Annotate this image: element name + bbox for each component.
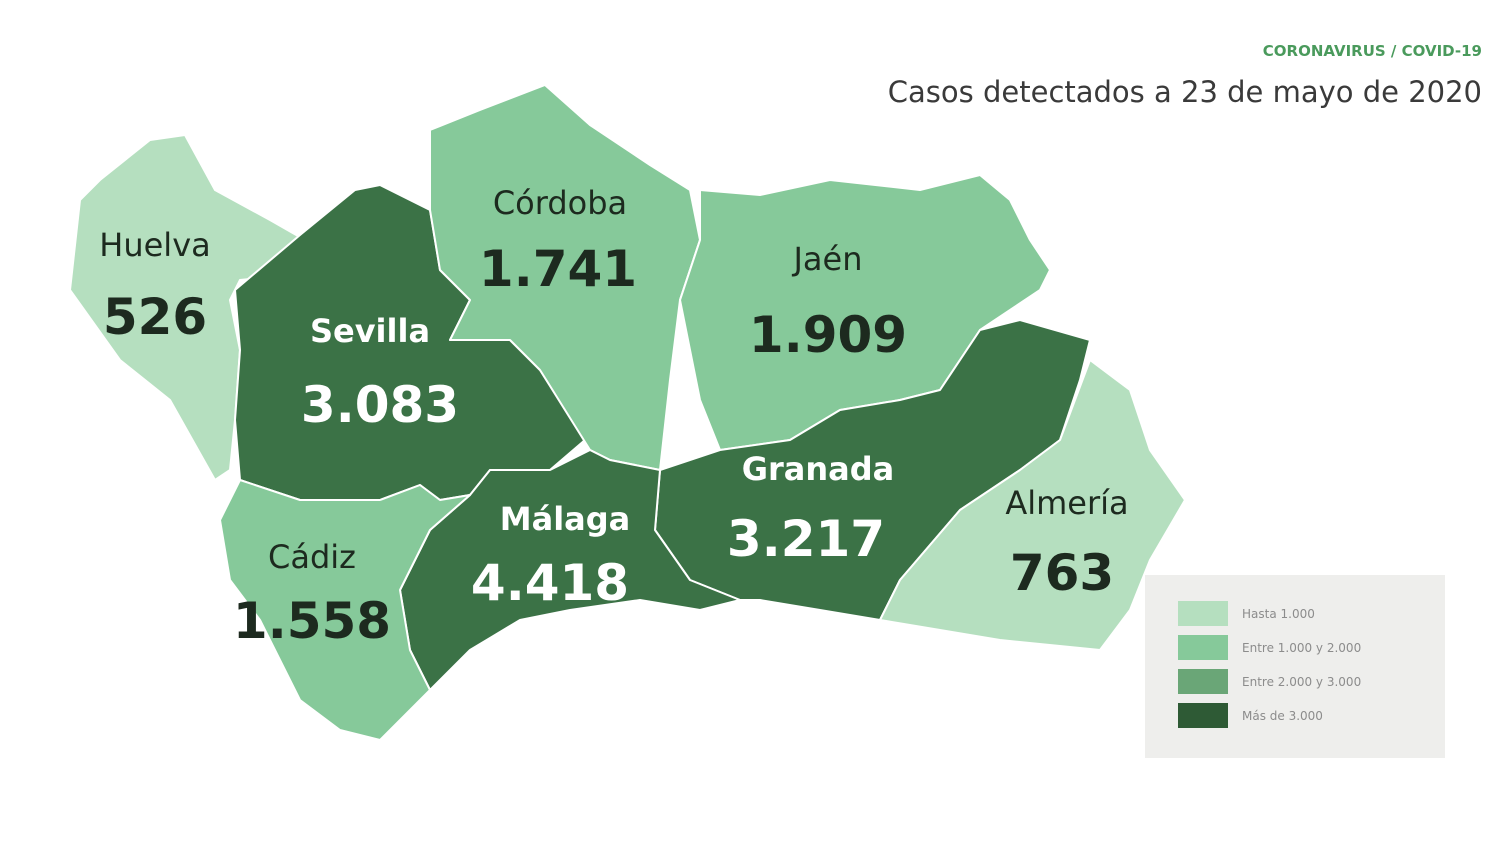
- region-cases: 1.558: [233, 592, 391, 650]
- legend-swatch: [1178, 669, 1228, 694]
- region-cases: 763: [1010, 544, 1114, 602]
- region-cases: 1.741: [479, 240, 637, 298]
- region-cases: 526: [103, 288, 207, 346]
- region-cases: 1.909: [749, 306, 907, 364]
- region-name: Córdoba: [493, 184, 627, 222]
- legend-swatch: [1178, 703, 1228, 728]
- labels: Huelva 526 Sevilla 3.083 Córdoba 1.741 J…: [99, 184, 1128, 650]
- legend-label: Entre 2.000 y 3.000: [1242, 675, 1361, 689]
- region-cases: 4.418: [471, 554, 629, 612]
- title: Casos detectados a 23 de mayo de 2020: [888, 75, 1482, 109]
- legend-label: Más de 3.000: [1242, 709, 1323, 723]
- region-name: Huelva: [99, 226, 210, 264]
- legend-label: Entre 1.000 y 2.000: [1242, 641, 1361, 655]
- provinces: [69, 84, 1186, 741]
- region-name: Sevilla: [310, 312, 430, 350]
- legend-swatch: [1178, 601, 1228, 626]
- region-name: Almería: [1005, 484, 1128, 522]
- kicker: CORONAVIRUS / COVID-19: [1263, 42, 1482, 60]
- legend-label: Hasta 1.000: [1242, 607, 1315, 621]
- province-almeria: [879, 359, 1186, 651]
- legend: Hasta 1.000 Entre 1.000 y 2.000 Entre 2.…: [1145, 575, 1445, 758]
- region-name: Cádiz: [268, 538, 356, 576]
- region-name: Málaga: [500, 500, 631, 538]
- province-malaga: [399, 449, 741, 691]
- region-cases: 3.083: [301, 376, 459, 434]
- province-cadiz: [219, 479, 471, 741]
- legend-swatch: [1178, 635, 1228, 660]
- region-name: Granada: [742, 450, 895, 488]
- province-huelva: [69, 134, 306, 481]
- region-cases: 3.217: [727, 510, 885, 568]
- region-name: Jaén: [791, 240, 862, 278]
